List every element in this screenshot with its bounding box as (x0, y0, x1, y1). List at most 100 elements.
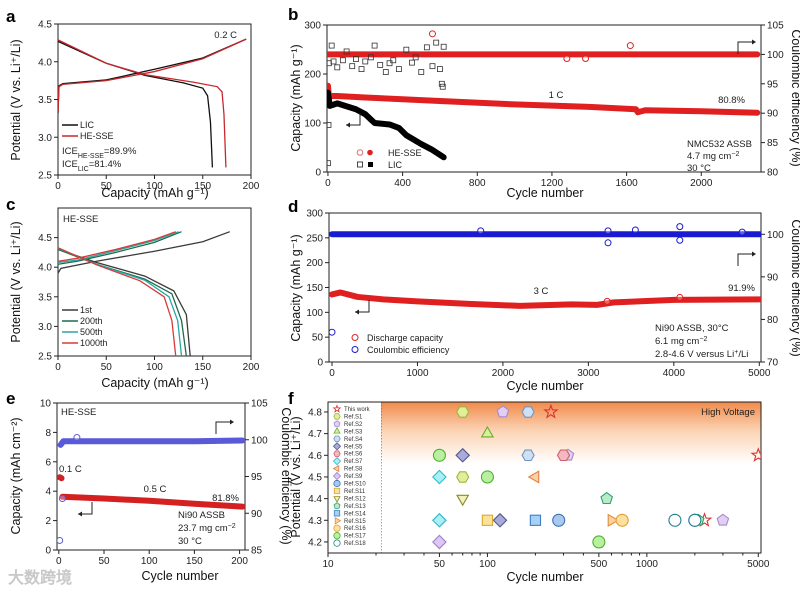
text-run: Ni90 ASSB (178, 510, 225, 521)
legend-label: Ref.S16 (344, 526, 366, 532)
data-point (603, 297, 611, 305)
series-he-sse-capacity (327, 82, 761, 116)
marker-hexagon (333, 435, 341, 443)
text-run: + (734, 349, 738, 356)
x-tick-label: 400 (394, 178, 411, 189)
y-tick-label: 0 (317, 358, 323, 369)
data-point (73, 434, 81, 442)
legend-label: Ref.S7 (344, 459, 363, 465)
series-lic-ce (327, 39, 447, 167)
data-point (582, 55, 590, 63)
series-he-sse (58, 38, 247, 168)
y-tick-label: 100 (306, 308, 323, 319)
y-tick-label: 6 (45, 457, 51, 468)
series-ref-s6 (556, 449, 571, 462)
y2-tick-label: 70 (767, 358, 779, 369)
text-run: 80.8% (718, 95, 745, 106)
legend-item: 1000th (62, 338, 108, 348)
legend-label: Ref.S3 (344, 429, 363, 435)
y-tick-label: 100 (304, 119, 321, 130)
data-point (428, 30, 436, 38)
annotation: 23.7 mg cm−2 (178, 523, 236, 535)
y2-tick-label: 90 (767, 109, 779, 120)
legend-item: HE-SSE (356, 148, 422, 158)
data-point (367, 54, 374, 61)
marker-diamond (432, 534, 447, 550)
panel-label: f (288, 389, 294, 408)
data-point (433, 39, 440, 46)
high-voltage-region (328, 402, 761, 464)
legend-item: 1st (62, 305, 93, 315)
x-tick-label: 150 (186, 556, 203, 567)
x-tick-label: 50 (101, 362, 113, 373)
text-run: 0.2 C (214, 30, 237, 41)
y2-tick-label: 95 (251, 472, 263, 483)
data-point (418, 69, 425, 75)
marker-square (481, 514, 494, 526)
data-point (423, 44, 430, 51)
legend-label: Ref.S6 (344, 452, 363, 458)
marker-pentagon (333, 420, 341, 427)
text-run: 4.7 mg cm (687, 151, 731, 162)
x-tick-label: 0 (55, 362, 61, 373)
data-point (626, 42, 634, 50)
x-tick-label: 150 (194, 362, 211, 373)
annotation: 30 °C (687, 163, 711, 174)
legend-label: Ref.S14 (344, 511, 366, 517)
text-run: 81.8% (212, 493, 239, 504)
text-run: LIC (78, 166, 89, 173)
x-tick-label: 50 (101, 181, 113, 192)
legend-item: Ref.S11 (333, 487, 366, 495)
data-point (377, 62, 384, 68)
text-run: NMC532 ASSB (687, 139, 752, 150)
plot-area (58, 38, 247, 168)
x-tick-label: 50 (98, 556, 110, 567)
series-capacity-0-1-c (57, 474, 65, 482)
data-point (334, 64, 341, 71)
x-tick-label: 150 (194, 181, 211, 192)
y-tick-label: 3.5 (38, 292, 52, 303)
x-tick-label: 1000 (636, 559, 659, 570)
annotation: ICELIC=81.4% (62, 159, 122, 173)
marker-circle (480, 470, 494, 484)
marker-circle (615, 513, 629, 527)
data-point (57, 536, 64, 544)
annotation: 80.8% (718, 95, 745, 106)
annotation: High Voltage (701, 407, 755, 418)
y-tick-label: 4.5 (38, 20, 52, 31)
series-ref-s12 (456, 494, 470, 507)
marker-square (333, 510, 341, 517)
legend-item: Ref.S3 (333, 426, 363, 435)
axis-indicator-arrow-icon (355, 300, 370, 315)
text-run: −2 (699, 336, 707, 343)
y-tick-label: 3.5 (38, 95, 52, 106)
y-tick-label: 2 (45, 516, 51, 527)
panel-label: d (288, 197, 298, 216)
y2-tick-label: 95 (767, 79, 779, 90)
data-point (438, 80, 445, 87)
legend-item: Ref.S12 (333, 496, 366, 503)
legend-label: LIC (80, 120, 95, 130)
marker-triangle-left (332, 464, 340, 473)
data-point (58, 495, 66, 503)
x-tick-label: 500 (591, 559, 608, 570)
y-tick-label: 150 (306, 283, 323, 294)
y2-tick-label: 85 (251, 546, 263, 557)
data-point (604, 227, 612, 235)
axis-indicator-arrow-icon (346, 113, 361, 128)
text-run: 2.8-4.6 V versus Li (655, 349, 734, 360)
x-tick-label: 5000 (748, 368, 771, 379)
legend-item: Ref.S10 (333, 479, 366, 488)
marker-circle (432, 448, 446, 462)
legend-item: Ref.S5 (332, 442, 363, 451)
x-tick-label: 0 (329, 368, 335, 379)
annotation: HE-SSE (61, 407, 96, 418)
text-run: 0.1 C (59, 464, 82, 475)
y-axis-title: Capacity (mAh g⁻¹) (289, 44, 303, 151)
x-tick-label: 1600 (615, 178, 638, 189)
annotation: 0.5 C (144, 484, 167, 495)
y-tick-label: 2.5 (38, 352, 52, 363)
series-band (59, 493, 245, 510)
x-tick-label: 200 (231, 556, 248, 567)
legend-label: Ref.S18 (344, 541, 366, 547)
